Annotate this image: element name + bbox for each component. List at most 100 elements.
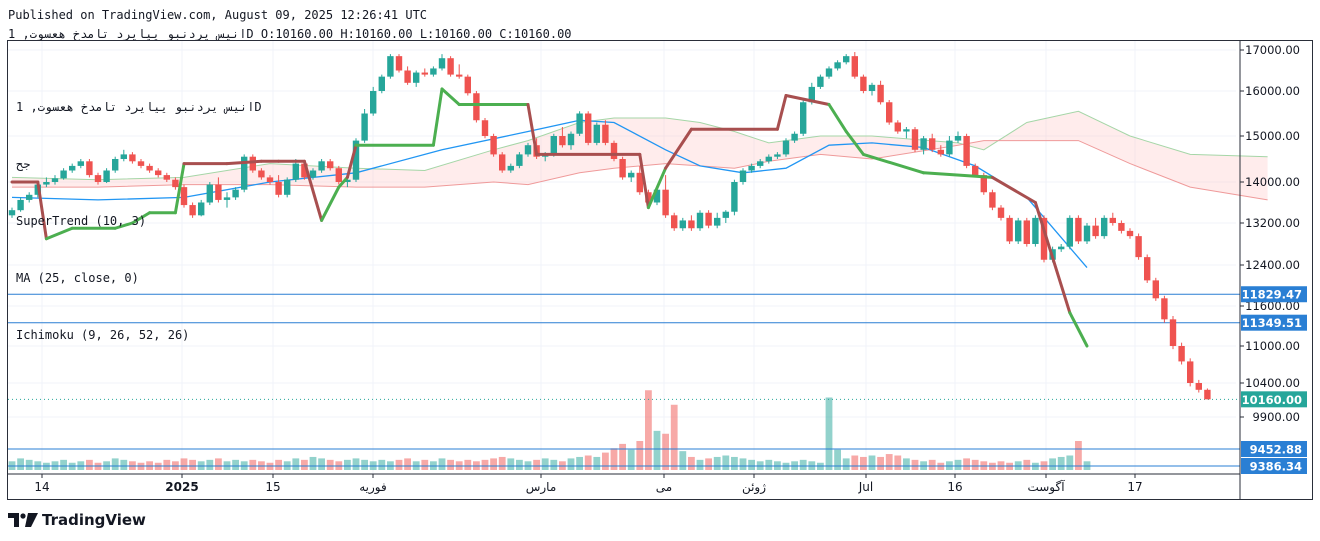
supertrend-segment (1068, 311, 1089, 348)
price-axis[interactable]: 17000.00 16000.00 15000.00 14000.00 13200.00… (1239, 41, 1307, 499)
candle-body (481, 120, 489, 136)
volume-bar (516, 459, 523, 470)
candle-body (619, 159, 626, 178)
candle-body (361, 113, 368, 141)
candle-body (129, 154, 136, 162)
candle-body (817, 76, 824, 87)
volume-bar (834, 449, 841, 470)
supertrend-segment (775, 94, 788, 131)
candle-body (585, 113, 592, 143)
volume-bar (705, 458, 712, 470)
candle-body (1023, 220, 1030, 244)
volume-bar (688, 456, 695, 470)
volume-bar (86, 459, 93, 470)
supertrend-segment (922, 171, 994, 179)
candle-body (490, 136, 497, 155)
candle-body (1195, 383, 1202, 390)
candle-body (1204, 389, 1211, 400)
candle-body (997, 207, 1005, 218)
supertrend-segment (646, 166, 668, 210)
volume-bar (490, 458, 497, 470)
time-tick-label: 17 (1127, 480, 1142, 494)
candle (404, 66, 411, 85)
candle-body (1066, 217, 1073, 247)
candle-body (739, 170, 747, 182)
candle (843, 54, 850, 65)
candle (284, 177, 291, 198)
volume-bar (825, 397, 833, 470)
candle-body (8, 210, 16, 216)
time-tick-label: مارس (526, 480, 557, 495)
price-tick-label: 12400.00 (1245, 258, 1300, 272)
candle (774, 152, 781, 159)
supertrend-segment (861, 152, 926, 175)
candle (490, 133, 497, 157)
candle (877, 80, 884, 105)
time-tick-label: 15 (265, 480, 280, 494)
candle (1075, 215, 1082, 244)
candle-body (1015, 220, 1022, 242)
supertrend-segment (784, 94, 831, 106)
volume-bar (593, 456, 601, 470)
volume-bar (679, 451, 687, 470)
price-tick-label: 15000.00 (1245, 129, 1300, 143)
volume-bar (731, 456, 738, 470)
candle-body (825, 68, 833, 77)
candle (868, 82, 876, 96)
candle-body (628, 172, 635, 178)
tradingview-logo-icon (8, 513, 38, 527)
volume-bar (1066, 455, 1074, 470)
candle-body (937, 149, 944, 155)
volume-bar (602, 452, 609, 470)
grid (8, 41, 1236, 474)
candle-body (610, 142, 618, 159)
time-tick-label: می (656, 480, 672, 494)
time-tick-label: 16 (947, 480, 962, 494)
candle (198, 199, 205, 217)
candle-body (86, 161, 93, 176)
candle (739, 168, 747, 185)
candle (722, 210, 729, 223)
volume-bar (120, 459, 128, 470)
candle (997, 205, 1005, 221)
volume-bar (1023, 459, 1031, 470)
time-axis[interactable]: 14 2025 15 فوریه مارس می ژوئن Jul 16 آگوست 17 (8, 473, 1240, 495)
price-tick-label: 10400.00 (1245, 376, 1300, 390)
candle-body (653, 189, 661, 203)
candle (696, 210, 704, 231)
candle-body (94, 175, 102, 182)
candle-body (757, 161, 764, 166)
candle (292, 159, 299, 182)
volume-bar (713, 456, 721, 470)
supertrend-segment (345, 143, 358, 179)
volume-bar (60, 459, 67, 470)
candle-body (963, 136, 970, 166)
volume-bar (232, 459, 239, 470)
candle (507, 163, 514, 173)
candle-body (430, 68, 437, 75)
published-line: Published on TradingView.com, August 09,… (8, 8, 428, 22)
candle (1178, 342, 1185, 365)
candle-body (602, 124, 609, 143)
candle-body (206, 184, 213, 203)
supertrend-segment (664, 127, 693, 170)
candle (602, 120, 609, 146)
price-tick-label: 16000.00 (1245, 84, 1300, 98)
candle-body (120, 154, 127, 159)
candle (524, 142, 532, 157)
candle (69, 163, 76, 173)
legend-ma[interactable]: MA (25, close, 0) (16, 271, 139, 285)
candle-body (1187, 361, 1194, 383)
candle (120, 149, 127, 162)
legend-ichimoku[interactable]: Ichimoku (9, 26, 52, 26) (16, 328, 190, 342)
volume-bar (662, 433, 669, 470)
candle (249, 154, 256, 173)
candle-body (1126, 230, 1134, 237)
legend-supertrend[interactable]: SuperTrend (10, 3) (16, 214, 147, 228)
volume-bar (1057, 456, 1065, 470)
candle-body (782, 140, 790, 155)
tradingview-logo[interactable]: TradingView (8, 511, 146, 529)
candle-body (69, 165, 76, 171)
candle (1040, 215, 1048, 263)
